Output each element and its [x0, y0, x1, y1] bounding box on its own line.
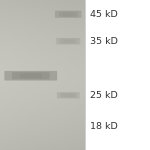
- FancyBboxPatch shape: [20, 73, 42, 78]
- Text: 45 kD: 45 kD: [90, 10, 118, 19]
- Text: 25 kD: 25 kD: [90, 91, 118, 100]
- FancyBboxPatch shape: [60, 39, 77, 44]
- FancyBboxPatch shape: [56, 38, 80, 45]
- FancyBboxPatch shape: [63, 94, 73, 97]
- Text: 18 kD: 18 kD: [90, 122, 118, 131]
- Text: 35 kD: 35 kD: [90, 37, 118, 46]
- FancyBboxPatch shape: [12, 72, 50, 79]
- Bar: [85, 0, 150, 150]
- FancyBboxPatch shape: [63, 13, 74, 16]
- FancyBboxPatch shape: [60, 93, 76, 98]
- FancyBboxPatch shape: [4, 71, 57, 81]
- FancyBboxPatch shape: [63, 40, 73, 43]
- FancyBboxPatch shape: [57, 92, 80, 98]
- FancyBboxPatch shape: [55, 11, 81, 18]
- FancyBboxPatch shape: [59, 12, 78, 17]
